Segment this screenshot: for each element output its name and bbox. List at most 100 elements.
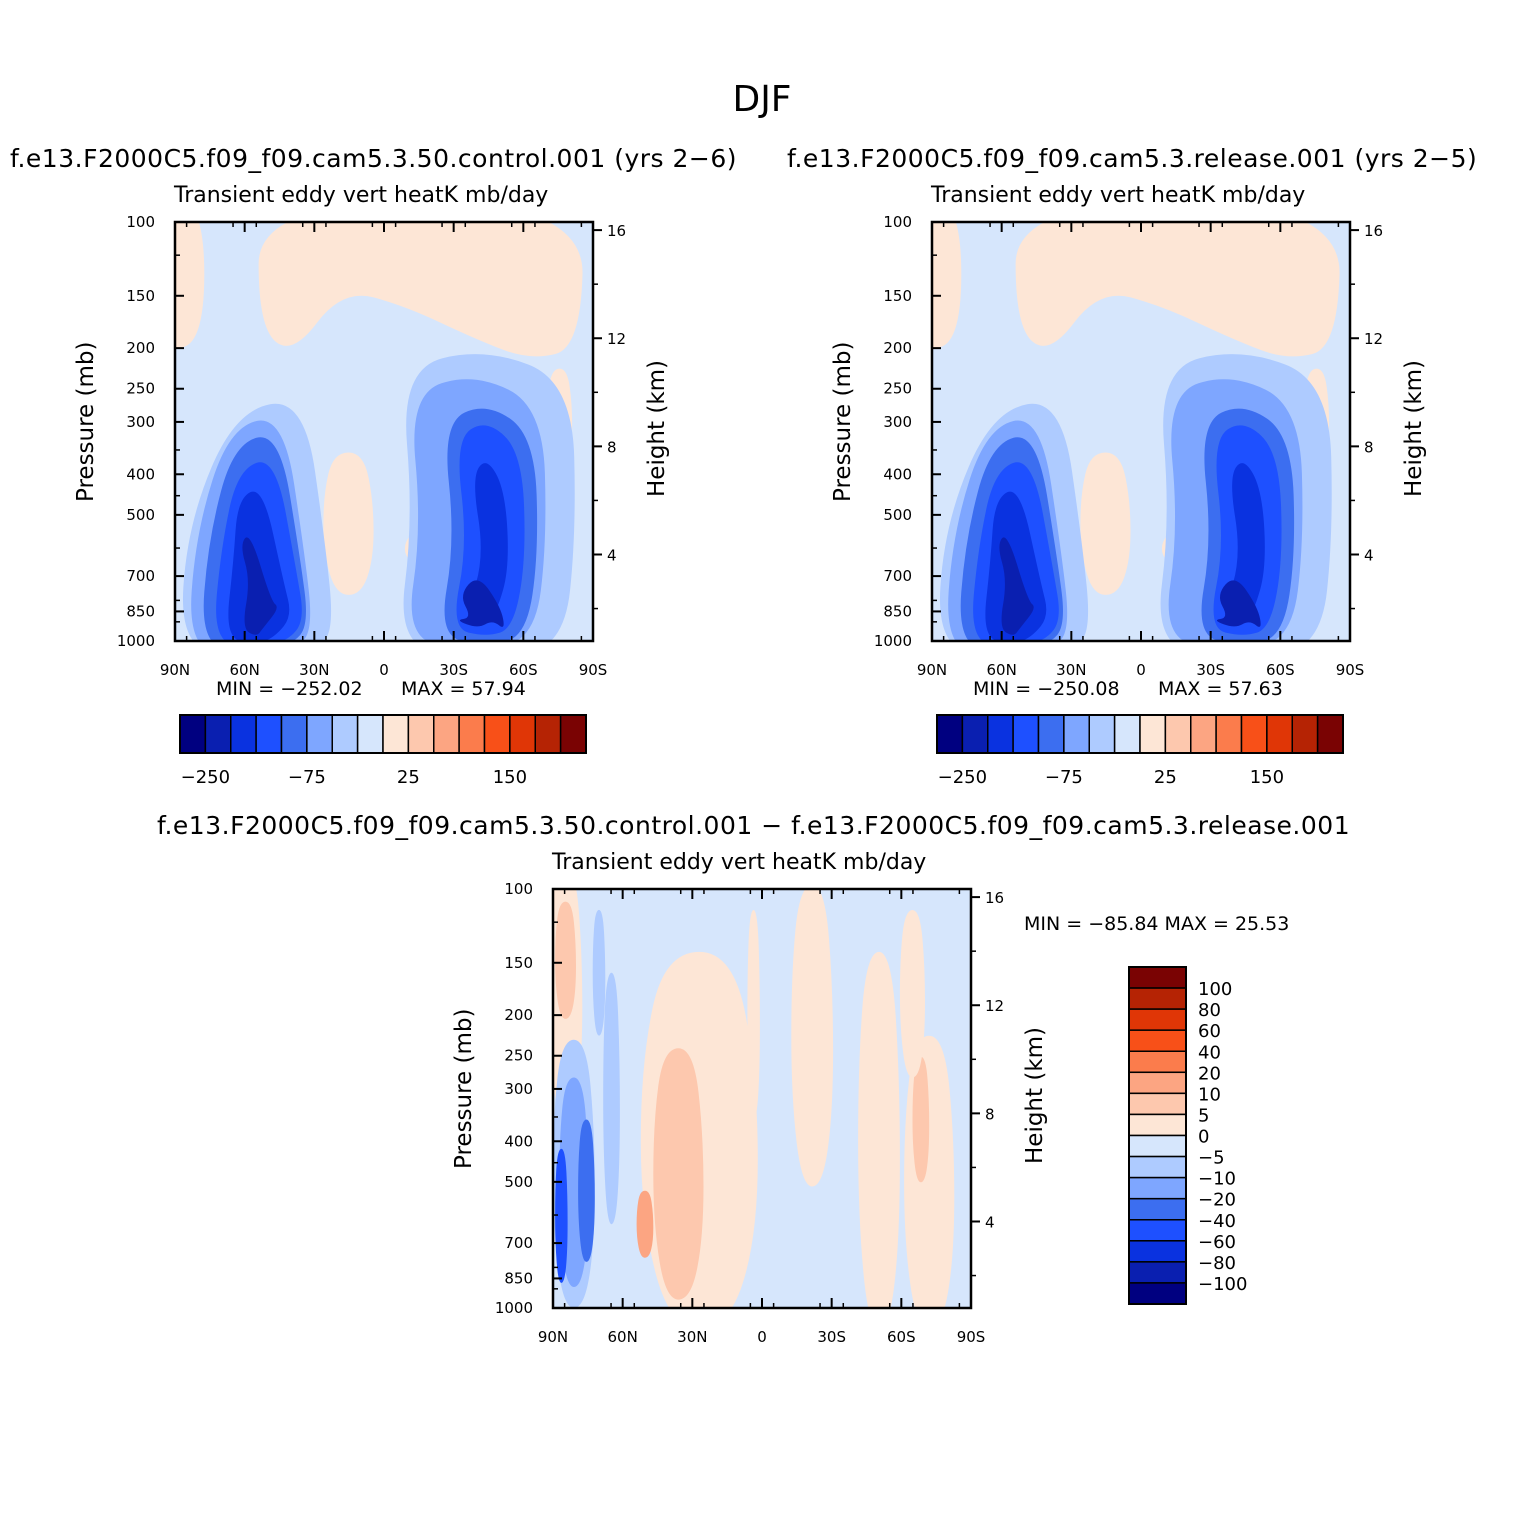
release-colorbar-box — [1190, 714, 1217, 754]
release-colorbar-box — [1164, 714, 1192, 754]
diff-y2tick-label: 12 — [985, 997, 1004, 1015]
diff-colorbar-box — [1128, 1113, 1187, 1137]
diff-colorbar-box — [1128, 1071, 1187, 1095]
control-y2tick-label: 12 — [607, 330, 626, 348]
diff-colorbar-box — [1128, 1176, 1187, 1200]
release-xtick-label: 90N — [917, 661, 947, 679]
diff-colorbar-box — [1128, 1092, 1187, 1116]
diff-field — [553, 889, 971, 1308]
control-xtick-label: 60S — [509, 661, 538, 679]
release-ytick-label: 850 — [883, 602, 912, 620]
release-colorbar: −250 −75 25 150 — [936, 714, 1344, 788]
diff-colorbar-box — [1128, 1219, 1187, 1242]
control-colorbar-label: 150 — [493, 767, 527, 788]
control-colorbar-box — [559, 714, 587, 754]
diff-colorbar-label: 10 — [1198, 1084, 1221, 1105]
diff-colorbar-label: −10 — [1198, 1169, 1236, 1190]
control-colorbar-box — [509, 714, 536, 754]
release-colorbar-box — [1240, 714, 1268, 754]
diff-colorbar-box — [1128, 1155, 1187, 1179]
control-colorbar-box — [458, 714, 486, 754]
diff-colorbar-label: −80 — [1198, 1253, 1236, 1274]
diff-xtick-label: 90N — [538, 1328, 568, 1346]
diff-colorbar-label: 20 — [1198, 1063, 1221, 1084]
control-colorbar-box — [306, 714, 333, 754]
diff-colorbar-box — [1128, 1029, 1187, 1052]
control-panel: 100 150 200 250 300 400 500 700 850 1000 4 8 12 16 90N… — [117, 213, 626, 679]
diff-colorbar-label: −100 — [1198, 1274, 1247, 1295]
control-colorbar-box — [179, 714, 207, 754]
release-panel: 100 150 200 250 300 400 500 700 850 1000 4 8 12 16 90N… — [874, 213, 1383, 679]
control-field — [175, 222, 593, 641]
release-y2tick-label: 12 — [1364, 330, 1383, 348]
diff-ytick-label: 850 — [504, 1269, 533, 1287]
diff-panel: 100 150 200 250 300 400 500 700 850 1000 4 8 12 16 90N… — [495, 880, 1004, 1346]
release-nh-negative-level-5 — [999, 537, 1034, 635]
control-positive-upper — [258, 222, 583, 357]
release-ytick-label: 200 — [883, 339, 912, 357]
diff-anomaly-14 — [555, 1148, 568, 1283]
diff-colorbar-label: 60 — [1198, 1021, 1221, 1042]
control-xtick-label: 90N — [160, 661, 190, 679]
release-colorbar-box — [1139, 714, 1167, 754]
diff-anomaly-16 — [592, 909, 606, 1036]
diff-var-title: Transient eddy vert heatK mb/day — [552, 850, 927, 875]
diff-anomaly-1 — [555, 901, 576, 1019]
diff-xtick-label: 60N — [608, 1328, 638, 1346]
diff-run-title: f.e13.F2000C5.f09_f09.cam5.3.50.control.… — [157, 811, 1351, 840]
diff-colorbar-label: 0 — [1198, 1127, 1209, 1148]
release-colorbar-box — [961, 714, 989, 754]
release-colorbar-label: 25 — [1154, 767, 1177, 788]
diff-colorbar-box — [1128, 966, 1187, 989]
control-colorbar-box — [483, 714, 511, 754]
control-colorbar-box — [382, 714, 410, 754]
diff-colorbar-label: −40 — [1198, 1211, 1236, 1232]
control-y2tick-label: 4 — [607, 546, 617, 564]
diff-colorbar-box — [1128, 1008, 1187, 1031]
release-ytick-label: 250 — [883, 380, 912, 398]
diff-ytick-label: 250 — [504, 1047, 533, 1065]
diff-ytick-label: 1000 — [495, 1299, 533, 1317]
diff-xtick-label: 90S — [957, 1328, 986, 1346]
diff-anomaly-6 — [858, 951, 900, 1308]
control-colorbar-box — [255, 714, 283, 754]
release-xtick-label: 60S — [1266, 661, 1295, 679]
diff-colorbar-label: 40 — [1198, 1042, 1221, 1063]
control-sh-negative-level-5 — [459, 580, 504, 627]
diff-y2tick-label: 4 — [985, 1213, 995, 1231]
release-sh-negative-level-4 — [1229, 463, 1265, 618]
diff-xtick-label: 0 — [757, 1328, 767, 1346]
diff-colorbar-label: −20 — [1198, 1190, 1236, 1211]
diff-colorbar-box — [1128, 987, 1187, 1010]
release-run-title: f.e13.F2000C5.f09_f09.cam5.3.release.001… — [787, 144, 1478, 173]
release-var-title: Transient eddy vert heatK mb/day — [931, 183, 1306, 208]
release-colorbar-box — [987, 714, 1014, 754]
control-ytick-label: 300 — [126, 413, 155, 431]
release-colorbar-box — [1316, 714, 1344, 754]
control-ytick-label: 850 — [126, 602, 155, 620]
control-colorbar-box — [534, 714, 562, 754]
diff-colorbar-label: 5 — [1198, 1105, 1209, 1126]
release-y2tick-label: 4 — [1364, 546, 1374, 564]
control-min-label: MIN = −252.02 — [216, 678, 363, 700]
release-colorbar-box — [1113, 714, 1141, 754]
diff-anomaly-4 — [636, 1190, 654, 1258]
release-colorbar-box — [1291, 714, 1319, 754]
diff-colorbar-frame — [1128, 966, 1187, 1305]
diff-y2tick-label: 8 — [985, 1105, 995, 1123]
control-colorbar-frame — [179, 714, 587, 754]
diff-colorbar-box — [1128, 1261, 1187, 1284]
diff-anomaly-13 — [578, 1119, 595, 1262]
release-positive-nh-top — [932, 222, 962, 348]
diff-y2tick-label: 16 — [985, 889, 1004, 907]
control-colorbar-box — [407, 714, 435, 754]
release-colorbar-box — [1088, 714, 1116, 754]
control-run-title: f.e13.F2000C5.f09_f09.cam5.3.50.control.… — [10, 144, 738, 173]
control-y2tick-label: 8 — [607, 438, 617, 456]
release-ytick-label: 700 — [883, 567, 912, 585]
control-ytick-label: 1000 — [117, 632, 155, 650]
control-colorbar-box — [356, 714, 384, 754]
diff-xtick-label: 30N — [677, 1328, 707, 1346]
